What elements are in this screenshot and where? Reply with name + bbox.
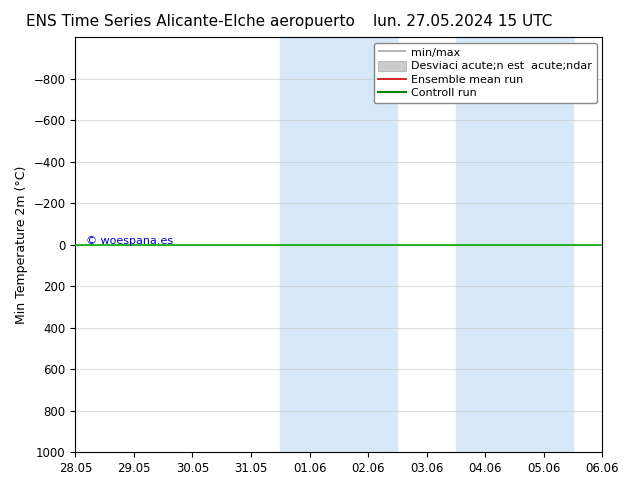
Legend: min/max, Desviaci acute;n est  acute;ndar, Ensemble mean run, Controll run: min/max, Desviaci acute;n est acute;ndar… xyxy=(373,43,597,103)
Bar xyxy=(280,37,398,452)
Text: ENS Time Series Alicante-Elche aeropuerto: ENS Time Series Alicante-Elche aeropuert… xyxy=(26,14,354,29)
Y-axis label: Min Temperature 2m (°C): Min Temperature 2m (°C) xyxy=(15,166,28,324)
Bar xyxy=(456,37,573,452)
Text: © woespana.es: © woespana.es xyxy=(86,236,173,246)
Text: lun. 27.05.2024 15 UTC: lun. 27.05.2024 15 UTC xyxy=(373,14,552,29)
